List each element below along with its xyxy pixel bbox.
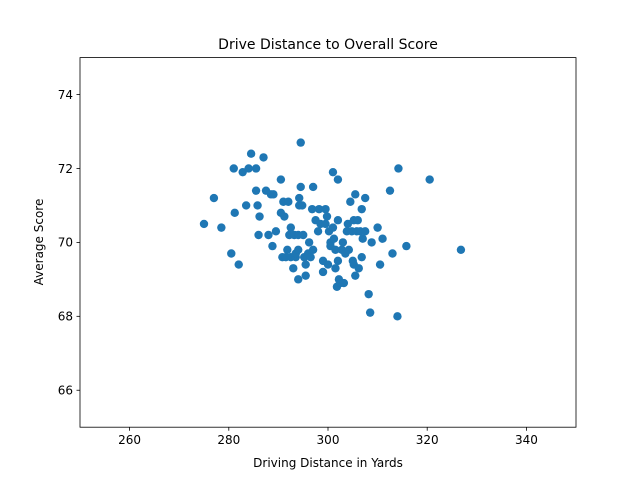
- data-point: [314, 204, 324, 214]
- data-point: [255, 212, 264, 221]
- y-tick-label: 68: [58, 310, 73, 324]
- data-point: [333, 175, 343, 184]
- y-axis-ticks: 66 68 70 72 74: [58, 88, 80, 398]
- chart-title: Drive Distance to Overall Score: [218, 37, 438, 53]
- x-axis-ticks: 260 280 300 320 340: [118, 427, 538, 447]
- data-point: [299, 230, 308, 240]
- data-point: [365, 308, 375, 317]
- data-point: [283, 245, 292, 254]
- x-tick-label: 320: [416, 433, 439, 447]
- data-point: [217, 223, 226, 232]
- x-tick-label: 260: [118, 433, 141, 447]
- data-point: [296, 138, 305, 147]
- y-tick-label: 66: [58, 384, 73, 398]
- data-point: [227, 249, 236, 258]
- data-point: [284, 197, 293, 206]
- data-point: [361, 227, 370, 236]
- data-point: [229, 164, 238, 173]
- data-point: [294, 245, 303, 254]
- data-point: [301, 271, 310, 280]
- data-point: [425, 175, 434, 184]
- data-point: [358, 234, 367, 243]
- data-point: [456, 245, 466, 254]
- data-point: [329, 234, 339, 243]
- data-point: [276, 175, 286, 184]
- data-point: [241, 201, 251, 210]
- data-point: [353, 216, 362, 225]
- data-point: [385, 186, 395, 195]
- data-point: [209, 193, 219, 203]
- data-point: [246, 149, 256, 158]
- data-point: [361, 193, 370, 203]
- data-point: [294, 275, 303, 284]
- data-point: [394, 164, 403, 173]
- data-point: [307, 204, 317, 214]
- x-tick-label: 300: [317, 433, 340, 447]
- x-tick-label: 280: [217, 433, 240, 447]
- data-point: [251, 164, 261, 173]
- data-point: [199, 219, 209, 229]
- data-point: [318, 267, 328, 277]
- data-point: [351, 190, 360, 199]
- data-point: [339, 278, 349, 288]
- data-point: [328, 167, 338, 177]
- data-point: [304, 238, 314, 247]
- y-tick-label: 72: [58, 162, 73, 176]
- data-point: [234, 260, 243, 269]
- data-point: [378, 234, 387, 243]
- data-point: [323, 260, 333, 269]
- data-point: [357, 252, 366, 262]
- data-point: [375, 260, 385, 269]
- data-point: [344, 245, 354, 254]
- data-point: [296, 182, 305, 192]
- data-point: [298, 201, 307, 210]
- data-point: [259, 153, 268, 162]
- data-point: [269, 190, 278, 199]
- y-tick-label: 70: [58, 236, 73, 250]
- data-point: [328, 223, 338, 232]
- data-point: [286, 223, 295, 232]
- data-point: [308, 245, 318, 254]
- data-points: [199, 138, 466, 321]
- data-point: [308, 182, 318, 192]
- data-point: [346, 197, 355, 206]
- y-axis-label: Average Score: [32, 199, 46, 286]
- data-point: [338, 238, 348, 247]
- data-point: [333, 216, 343, 225]
- data-point: [321, 204, 330, 214]
- data-point: [393, 312, 402, 321]
- data-point: [402, 241, 411, 251]
- data-point: [313, 227, 323, 236]
- data-point: [331, 245, 340, 254]
- data-point: [354, 264, 363, 273]
- data-point: [333, 256, 343, 266]
- data-point: [289, 264, 298, 273]
- data-point: [351, 271, 360, 280]
- data-point: [280, 212, 289, 221]
- data-point: [244, 164, 253, 173]
- data-point: [268, 241, 277, 251]
- data-point: [367, 238, 376, 247]
- data-point: [321, 219, 330, 229]
- data-point: [271, 227, 281, 236]
- data-point: [295, 193, 304, 203]
- data-point: [364, 289, 373, 299]
- data-point: [251, 186, 261, 195]
- data-point: [230, 208, 239, 218]
- data-point: [322, 212, 332, 221]
- data-point: [301, 260, 310, 269]
- x-axis-label: Driving Distance in Yards: [253, 456, 403, 470]
- y-tick-label: 74: [58, 88, 73, 102]
- x-tick-label: 340: [515, 433, 538, 447]
- data-point: [373, 223, 382, 232]
- data-point: [357, 204, 366, 214]
- plot-frame: [79, 57, 577, 428]
- data-point: [253, 201, 262, 210]
- data-point: [388, 249, 397, 258]
- data-point: [306, 252, 315, 262]
- data-point: [331, 264, 340, 273]
- data-point: [254, 230, 263, 240]
- data-point: [264, 230, 273, 240]
